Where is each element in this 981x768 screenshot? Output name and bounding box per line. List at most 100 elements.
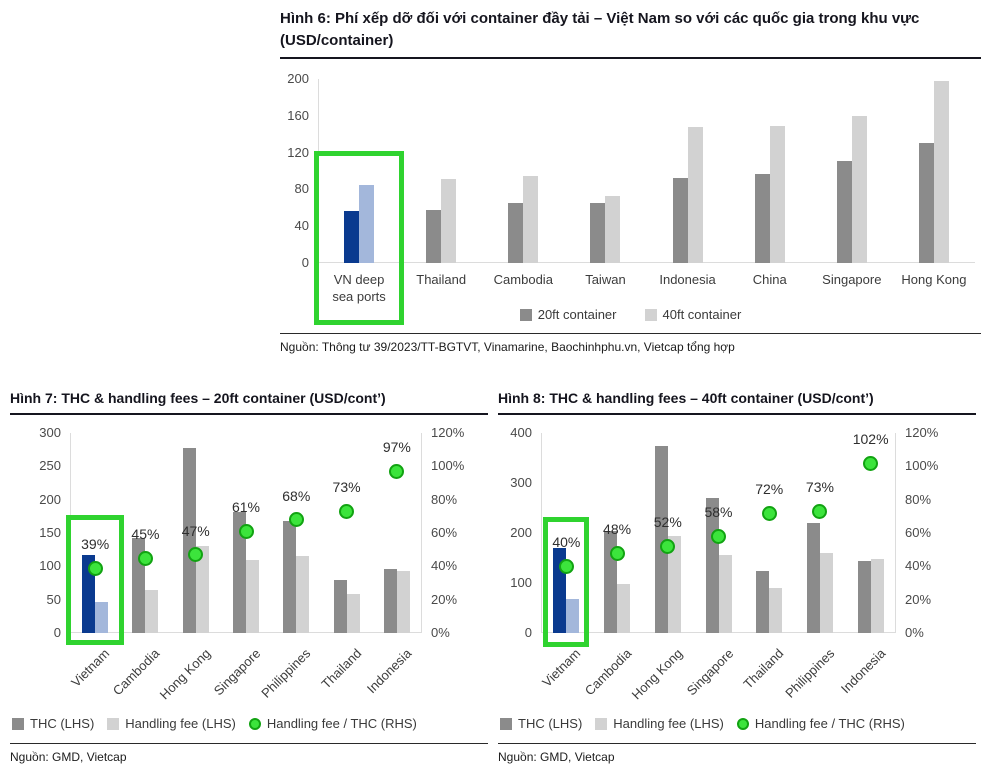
bar: [182, 447, 196, 633]
ratio-dot: [87, 560, 103, 576]
bar: [523, 175, 539, 263]
ratio-value-label: 47%: [181, 522, 210, 539]
legend-item-thc: THC (LHS): [500, 716, 582, 731]
y-axis-tick-label: 40: [294, 218, 309, 234]
bar: [654, 445, 668, 633]
figure-7-legend: THC (LHS) Handling fee (LHS) Handling fe…: [12, 716, 488, 731]
ratio-dot: [711, 528, 726, 544]
ratio-value-label: 40%: [552, 534, 581, 551]
bar: [195, 546, 209, 633]
right-axis-tick-label: 120%: [905, 425, 939, 440]
bar: [769, 588, 783, 633]
right-axis-tick-label: 120%: [431, 425, 465, 440]
bar: [819, 553, 833, 633]
bar: [346, 594, 360, 633]
bar: [756, 570, 770, 633]
figure-7-source: Nguồn: GMD, Vietcap: [10, 750, 127, 764]
right-axis-tick-label: 80%: [905, 491, 932, 507]
ratio-dot: [660, 538, 676, 554]
right-axis-tick-label: 80%: [431, 491, 458, 507]
legend-swatch-ratio-icon: [736, 717, 749, 730]
y-axis-tick-label: 0: [301, 255, 309, 270]
bar: [95, 602, 109, 633]
bar: [590, 203, 606, 263]
y-axis-tick-label: 200: [39, 491, 61, 507]
y-axis-tick-label: 400: [510, 425, 532, 440]
ratio-value-label: 73%: [805, 479, 834, 496]
category-label: Taiwan: [585, 272, 626, 287]
y-axis-tick-label: 0: [53, 625, 61, 640]
figure-8-chart: THC (LHS) Handling fee (LHS) Handling fe…: [498, 415, 976, 741]
category-label: Indonesia: [659, 272, 716, 287]
category-label: Hong Kong: [901, 272, 967, 287]
right-axis-tick-label: 0%: [431, 625, 450, 640]
figure-7-chart: THC (LHS) Handling fee (LHS) Handling fe…: [10, 415, 488, 741]
ratio-value-label: 48%: [603, 521, 632, 537]
legend-item-ratio: Handling fee / THC (RHS): [248, 716, 417, 731]
figure-6-chart: 20ft container 40ft container 0 40 80 120 16…: [280, 59, 981, 331]
y-axis-tick-label: 0: [524, 625, 532, 640]
right-axis-tick-label: 60%: [905, 525, 932, 540]
figure-6-title-line-2: (USD/container): [280, 32, 394, 49]
figure-6-source: Nguồn: Thông tư 39/2023/TT-BGTVT, Vinama…: [280, 340, 735, 354]
ratio-value-label: 72%: [755, 481, 784, 497]
ratio-value-label: 102%: [852, 431, 889, 447]
legend-item-ratio: Handling fee / THC (RHS): [736, 716, 905, 731]
ratio-dot: [389, 463, 405, 479]
bar: [396, 571, 410, 633]
bar: [246, 559, 259, 633]
figure-8-title-line-1: Hình 8: THC & handling fees – 40ft conta…: [498, 390, 874, 406]
legend-item-thc: THC (LHS): [12, 716, 94, 731]
ratio-dot: [339, 503, 355, 519]
highlight-box: [543, 517, 590, 647]
bar: [296, 556, 310, 633]
legend-item-handling-fee: Handling fee (LHS): [595, 716, 724, 731]
bar: [672, 178, 688, 263]
figure-7: Hình 7: THC & handling fees – 20ft conta…: [10, 388, 488, 764]
ratio-dot: [863, 455, 879, 471]
figure-6: Hình 6: Phí xếp dỡ đối với container đầy…: [280, 8, 981, 354]
right-axis-tick-label: 20%: [905, 591, 932, 607]
bar: [851, 115, 867, 263]
legend-label-handling-fee: Handling fee (LHS): [125, 716, 236, 731]
bar: [344, 210, 360, 263]
ratio-value-label: 52%: [653, 514, 682, 531]
figure-7-divider: [10, 743, 488, 744]
y-axis-tick-label: 200: [510, 525, 532, 540]
bar: [383, 569, 397, 633]
bar: [667, 535, 681, 633]
bar: [769, 125, 785, 263]
ratio-dot: [812, 503, 828, 519]
legend-swatch-thc-icon: [500, 717, 512, 730]
figure-8-title: Hình 8: THC & handling fees – 40ft conta…: [498, 388, 976, 415]
category-label: China: [752, 272, 787, 287]
right-axis-tick-label: 100%: [431, 458, 465, 474]
legend-label-20ft: 20ft container: [537, 307, 617, 322]
legend-item-20ft-container: 20ft container: [519, 307, 617, 322]
highlight-box: [66, 515, 125, 645]
bar: [333, 579, 347, 633]
legend-swatch-handling-fee-icon: [107, 717, 120, 730]
right-axis-tick-label: 100%: [905, 458, 939, 474]
ratio-value-label: 61%: [231, 499, 261, 516]
figure-7-title: Hình 7: THC & handling fees – 20ft conta…: [10, 388, 488, 415]
figure-8-divider: [498, 743, 976, 744]
legend-swatch-20ft-icon: [519, 308, 532, 321]
bar: [426, 209, 442, 263]
legend-label-handling-fee: Handling fee (LHS): [613, 716, 724, 731]
legend-swatch-ratio-icon: [248, 717, 261, 730]
y-axis-tick-label: 100: [39, 558, 61, 574]
ratio-dot: [761, 505, 777, 521]
bar: [718, 554, 732, 633]
figure-7-title-line-1: Hình 7: THC & handling fees – 20ft conta…: [10, 390, 386, 406]
y-axis-tick-label: 100: [510, 575, 532, 590]
legend-item-handling-fee: Handling fee (LHS): [107, 716, 236, 731]
y-axis-tick-label: 200: [287, 71, 309, 86]
y-axis-tick-label: 300: [510, 475, 532, 490]
ratio-dot: [238, 523, 254, 539]
bar: [145, 590, 159, 633]
bar: [508, 203, 524, 263]
legend-item-40ft-container: 40ft container: [644, 307, 741, 322]
y-axis-tick-label: 150: [39, 525, 61, 540]
legend-swatch-handling-fee-icon: [595, 717, 608, 730]
